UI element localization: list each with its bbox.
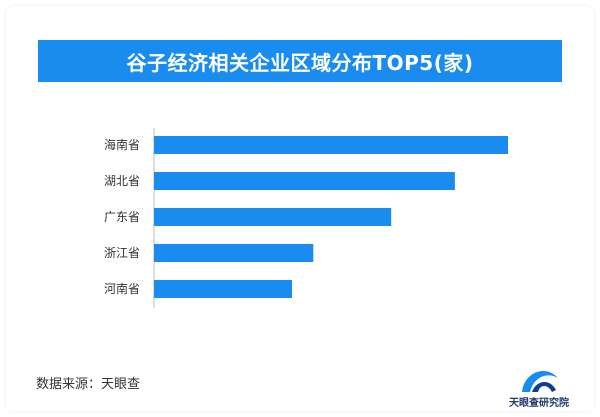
category-label-2: 湖北省 <box>104 173 140 188</box>
category-label-3: 广东省 <box>104 210 140 224</box>
bar-3 <box>154 208 392 226</box>
data-source: 数据来源：天眼查 <box>36 377 141 392</box>
bar-5 <box>154 280 293 298</box>
chart-title: 谷子经济相关企业区域分布TOP5(家) <box>38 40 562 82</box>
logo-text: 天眼查研究院 <box>509 398 569 409</box>
bar-2 <box>154 172 455 190</box>
tianyancha-logo: 天眼查研究院 <box>506 360 572 409</box>
bar-4 <box>154 244 314 262</box>
logo-icon <box>522 370 558 392</box>
category-label-1: 海南省 <box>104 137 140 152</box>
category-label-4: 浙江省 <box>104 246 140 260</box>
bar-1 <box>154 136 508 154</box>
category-label-5: 河南省 <box>104 281 140 296</box>
